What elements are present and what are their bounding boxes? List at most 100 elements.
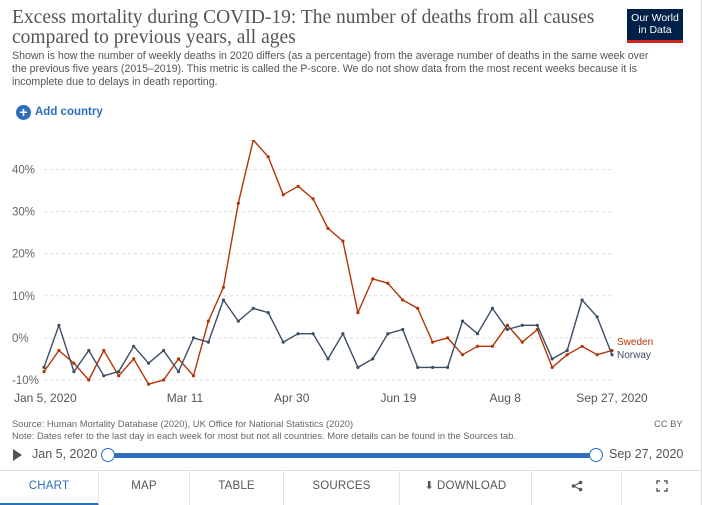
data-point[interactable]	[132, 357, 136, 361]
data-point[interactable]	[102, 374, 106, 378]
data-point[interactable]	[42, 365, 46, 369]
data-point[interactable]	[416, 365, 420, 369]
data-point[interactable]	[311, 332, 315, 336]
data-point[interactable]	[475, 332, 480, 336]
data-point[interactable]	[266, 155, 270, 159]
data-point[interactable]	[416, 306, 420, 310]
data-point[interactable]	[87, 348, 91, 353]
data-point[interactable]	[595, 315, 599, 319]
data-point[interactable]	[490, 306, 494, 310]
data-point[interactable]	[57, 348, 61, 353]
data-point[interactable]	[431, 365, 435, 369]
data-point[interactable]	[401, 298, 405, 302]
data-point[interactable]	[550, 365, 554, 369]
data-point[interactable]	[490, 344, 494, 348]
data-point[interactable]	[401, 327, 405, 332]
data-point[interactable]	[191, 374, 196, 378]
data-point[interactable]	[221, 298, 225, 302]
data-point[interactable]	[565, 348, 569, 353]
data-point[interactable]	[356, 311, 360, 315]
add-country-button[interactable]: + Add country	[16, 103, 103, 121]
data-point[interactable]	[117, 374, 121, 378]
data-point[interactable]	[520, 340, 524, 344]
tab-map-label: MAP	[131, 480, 157, 492]
data-point[interactable]	[520, 323, 524, 327]
data-point[interactable]	[371, 357, 375, 361]
data-point[interactable]	[475, 344, 480, 348]
data-point[interactable]	[102, 348, 106, 353]
data-point[interactable]	[206, 340, 210, 344]
data-point[interactable]	[326, 357, 330, 361]
data-point[interactable]	[580, 344, 584, 348]
timeline-track[interactable]	[106, 453, 597, 458]
data-point[interactable]	[281, 340, 285, 344]
play-icon[interactable]	[13, 449, 22, 461]
x-tick-label: Jan 5, 2020	[14, 391, 77, 405]
data-point[interactable]	[460, 319, 465, 323]
data-point[interactable]	[595, 353, 599, 357]
data-point[interactable]	[266, 311, 270, 315]
data-point[interactable]	[446, 336, 450, 340]
y-tick-label: 20%	[12, 249, 35, 261]
tab-chart[interactable]: CHART	[0, 471, 99, 505]
data-point[interactable]	[296, 184, 300, 188]
data-point[interactable]	[236, 201, 240, 205]
data-point[interactable]	[371, 277, 375, 281]
data-point[interactable]	[72, 370, 76, 374]
data-point[interactable]	[221, 285, 225, 289]
data-point[interactable]	[341, 239, 345, 243]
data-point[interactable]	[356, 365, 360, 369]
data-point[interactable]	[251, 306, 255, 310]
x-tick-label: Aug 8	[490, 391, 522, 405]
data-point[interactable]	[57, 323, 61, 327]
plus-circle-icon: +	[16, 104, 31, 120]
data-point[interactable]	[505, 327, 509, 332]
data-point[interactable]	[326, 226, 330, 230]
x-tick-label: Apr 30	[274, 391, 310, 405]
tab-download[interactable]: ⬇ DOWNLOAD	[400, 471, 532, 505]
data-point[interactable]	[550, 357, 554, 361]
data-point[interactable]	[341, 332, 345, 336]
data-point[interactable]	[535, 323, 539, 327]
tab-sources[interactable]: SOURCES	[284, 471, 400, 505]
data-point[interactable]	[147, 361, 151, 365]
tab-share[interactable]	[532, 471, 622, 505]
data-point[interactable]	[176, 357, 181, 361]
license-link[interactable]: CC BY	[654, 418, 683, 429]
timeline-start-handle[interactable]	[101, 448, 115, 462]
data-point[interactable]	[251, 140, 255, 142]
data-point[interactable]	[132, 344, 136, 348]
data-point[interactable]	[281, 193, 285, 197]
data-point[interactable]	[431, 340, 435, 344]
tab-fullscreen[interactable]	[622, 471, 702, 505]
data-point[interactable]	[296, 332, 300, 336]
data-point[interactable]	[162, 378, 166, 382]
data-point[interactable]	[117, 370, 121, 374]
data-point[interactable]	[236, 319, 240, 323]
data-point[interactable]	[147, 382, 151, 386]
data-point[interactable]	[311, 197, 315, 201]
owid-logo[interactable]: Our World in Data	[627, 9, 683, 43]
data-point[interactable]	[386, 332, 390, 336]
data-point[interactable]	[505, 323, 509, 327]
data-point[interactable]	[610, 353, 614, 357]
x-tick-label: Mar 11	[167, 391, 204, 405]
data-point[interactable]	[206, 319, 210, 323]
data-point[interactable]	[446, 365, 450, 369]
data-point[interactable]	[87, 378, 91, 382]
data-point[interactable]	[565, 353, 569, 357]
tab-table[interactable]: TABLE	[190, 471, 284, 505]
tab-map[interactable]: MAP	[99, 471, 190, 505]
data-point[interactable]	[580, 298, 584, 302]
timeline-end-handle[interactable]	[589, 448, 603, 462]
data-point[interactable]	[72, 361, 76, 365]
data-point[interactable]	[460, 353, 465, 357]
y-tick-label: 40%	[12, 164, 35, 176]
data-point[interactable]	[191, 336, 196, 340]
series-line-sweden[interactable]	[43, 140, 613, 385]
data-point[interactable]	[42, 370, 46, 374]
timeline: Jan 5, 2020 Sep 27, 2020	[0, 444, 702, 466]
data-point[interactable]	[162, 348, 166, 353]
data-point[interactable]	[176, 370, 181, 374]
data-point[interactable]	[386, 281, 390, 285]
